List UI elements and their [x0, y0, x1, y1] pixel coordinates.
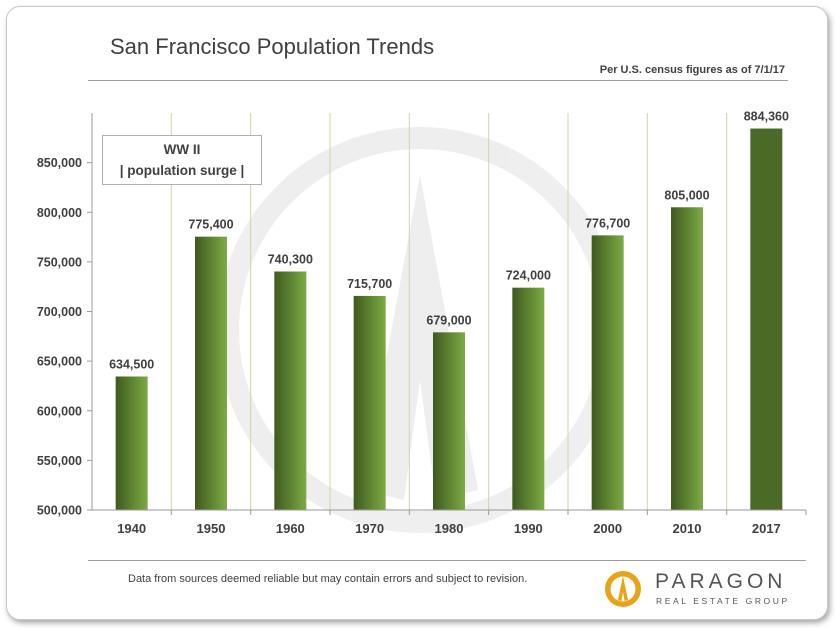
data-label-2017: 884,360 [744, 110, 789, 124]
annotation-line-1: WW II [163, 142, 201, 157]
data-label-2010: 805,000 [664, 188, 709, 202]
bar-1950 [195, 236, 227, 510]
y-tick-label: 850,000 [37, 156, 82, 170]
x-tick-label-1950: 1950 [197, 521, 226, 536]
bars [115, 128, 783, 510]
data-label-1990: 724,000 [506, 269, 551, 283]
y-tick-label: 650,000 [37, 355, 82, 369]
bar-1990 [512, 287, 545, 510]
data-label-1940: 634,500 [109, 358, 154, 372]
paragon-logo: PARAGON REAL ESTATE GROUP [603, 568, 803, 612]
y-tick-label: 800,000 [37, 206, 82, 220]
bar-2010 [671, 207, 703, 510]
y-tick-label: 600,000 [37, 404, 82, 418]
logo-tagline: REAL ESTATE GROUP [656, 596, 790, 606]
title-divider [88, 80, 788, 81]
bar-1970 [353, 295, 386, 510]
data-label-1970: 715,700 [347, 277, 392, 291]
data-label-1950: 775,400 [188, 218, 233, 232]
x-tick-label-1980: 1980 [435, 521, 464, 536]
bar-1980 [433, 332, 465, 510]
x-tick-label-1940: 1940 [117, 521, 146, 536]
logo-wordmark: PARAGON [655, 570, 787, 593]
y-tick-label: 700,000 [37, 305, 82, 319]
paragon-flame-icon [605, 571, 641, 607]
y-tick-label: 550,000 [37, 454, 82, 468]
chart-subtitle: Per U.S. census figures as of 7/1/17 [599, 64, 785, 76]
bar-2017 [750, 128, 783, 510]
footer-divider [88, 560, 806, 561]
bar-2000 [591, 235, 624, 510]
x-tick-label-2010: 2010 [673, 521, 702, 536]
data-label-1980: 679,000 [426, 313, 471, 327]
y-tick-label: 500,000 [37, 504, 82, 518]
annotation-line-2: | population surge | [119, 163, 245, 178]
data-labels: 634,500 775,400 740,300 715,700 679,000 724,0… [109, 110, 789, 372]
bar-1940 [115, 376, 148, 510]
data-label-2000: 776,700 [585, 216, 630, 230]
x-tick-label-2017: 2017 [752, 521, 781, 536]
annotation-box: WW II | population surge | [102, 135, 262, 185]
footer-note: Data from sources deemed reliable but ma… [128, 573, 528, 585]
y-tick-label: 750,000 [37, 255, 82, 269]
chart-title: San Francisco Population Trends [110, 34, 435, 59]
x-tick-label-1970: 1970 [355, 521, 384, 536]
axes: 500,000 550,000 600,000 650,000 700,000 750,0… [37, 113, 807, 536]
data-label-1960: 740,300 [268, 253, 313, 267]
x-tick-label-1990: 1990 [514, 521, 543, 536]
x-tick-label-2000: 2000 [593, 521, 622, 536]
grid-lines [170, 113, 728, 510]
bar-1960 [274, 271, 307, 510]
x-tick-label-1960: 1960 [276, 521, 305, 536]
